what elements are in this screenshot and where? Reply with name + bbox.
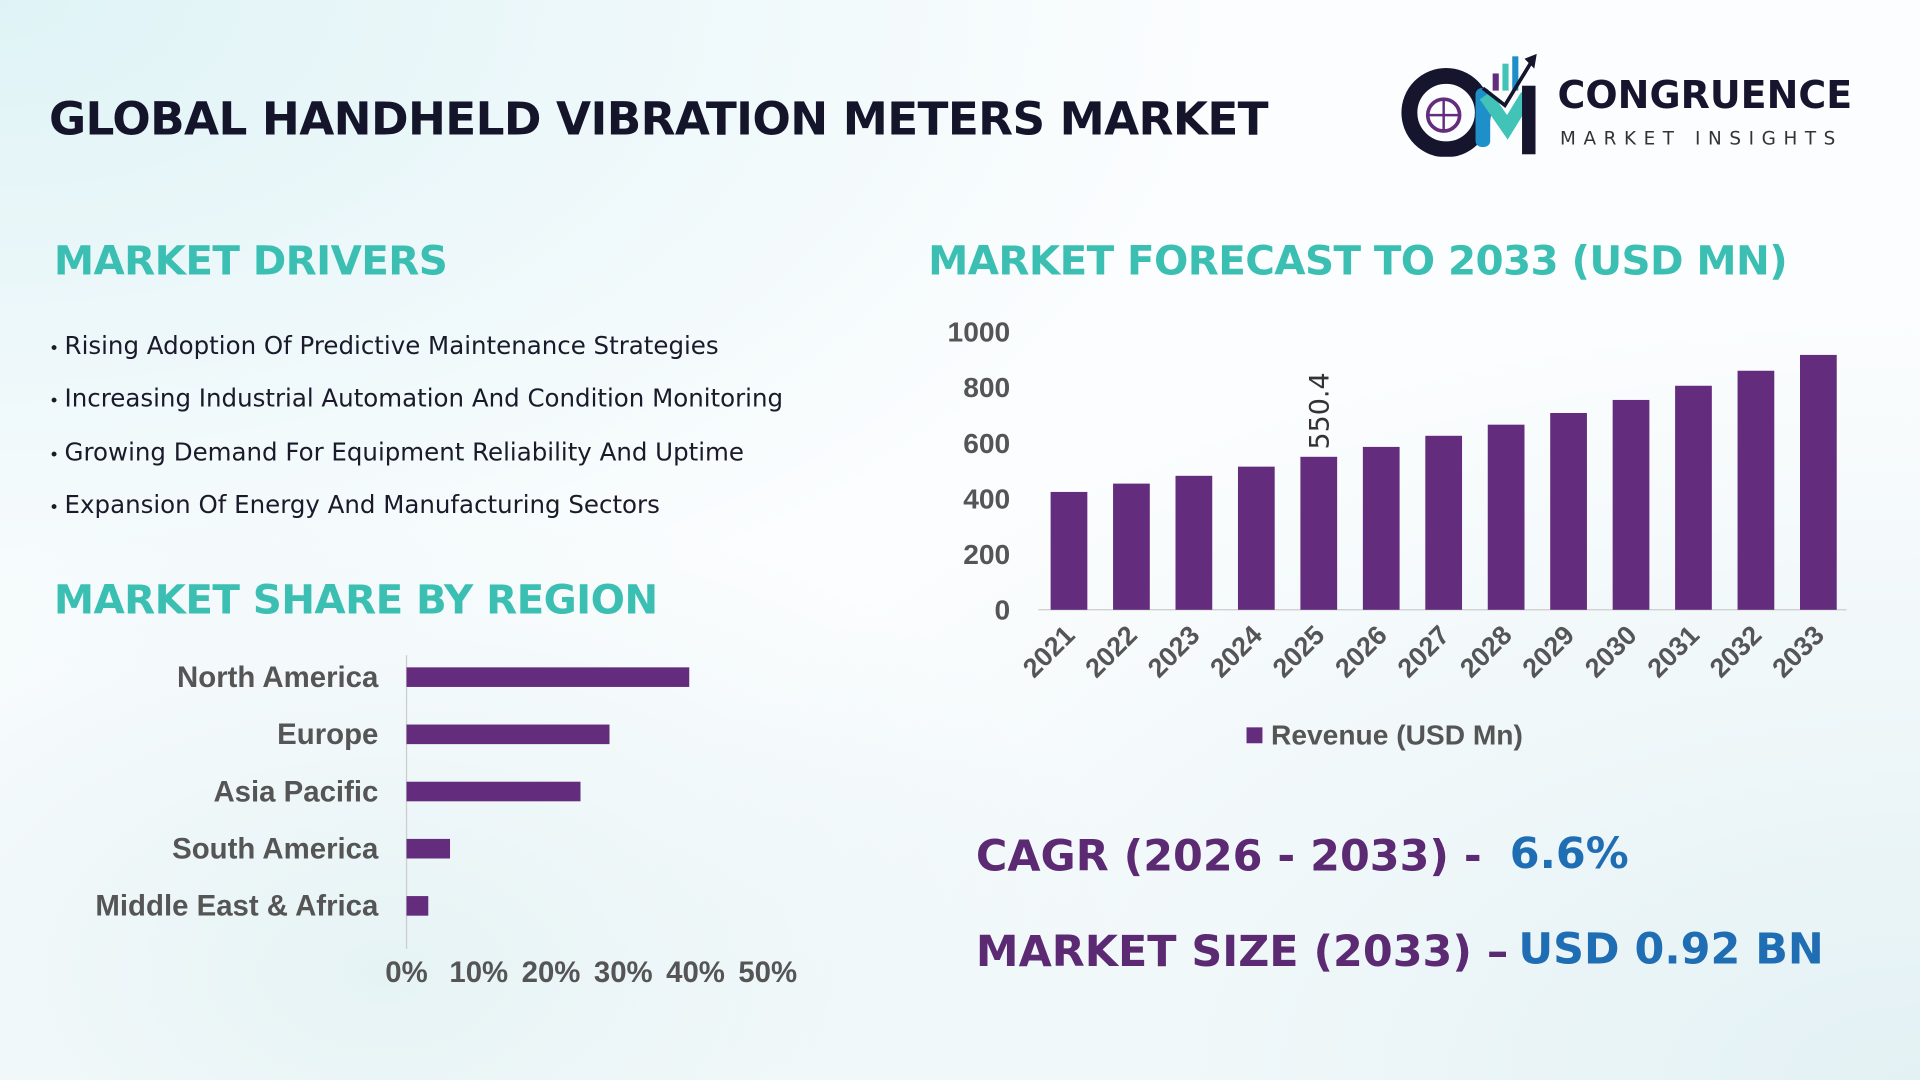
bar-north-america <box>406 667 690 687</box>
x-tick-label: 10% <box>449 956 508 989</box>
region-bar-chart: North America Europe Asia Pacific South Ame… <box>95 655 797 989</box>
bar-2032 <box>1737 370 1775 610</box>
page-title: GLOBAL HANDHELD VIBRATION METERS MARKET <box>48 93 1269 146</box>
driver-item: Rising Adoption Of Predictive Maintenanc… <box>49 331 719 360</box>
x-tick-label: 30% <box>594 956 653 989</box>
x-tick-label: 2022 <box>1079 620 1143 684</box>
x-tick-label: 2026 <box>1329 620 1393 684</box>
bar-middle-east-africa <box>406 896 429 916</box>
bar-2029 <box>1550 413 1587 610</box>
bar-2024 <box>1237 466 1275 610</box>
bar-2031 <box>1675 385 1712 610</box>
y-tick-label: Middle East & Africa <box>95 890 379 923</box>
market-size-label: MARKET SIZE (2033) – <box>975 928 1509 978</box>
x-tick-label: 2025 <box>1267 620 1331 684</box>
x-tick-label: 2029 <box>1517 620 1581 684</box>
logo-icon <box>1401 53 1537 157</box>
x-tick-label: 2032 <box>1704 620 1768 684</box>
y-tick-label: 800 <box>963 372 1010 403</box>
x-tick-label: 2024 <box>1204 620 1268 684</box>
y-tick-label: 200 <box>963 539 1010 570</box>
drivers-heading: MARKET DRIVERS <box>53 236 448 285</box>
bar-2023 <box>1175 475 1213 610</box>
bar-2021 <box>1050 491 1088 610</box>
bar-asia-pacific <box>406 781 581 802</box>
x-tick-label: 0% <box>385 956 427 989</box>
bar-2033 <box>1800 354 1837 610</box>
y-tick-label: Europe <box>277 718 378 751</box>
data-label: 550.4 <box>1305 372 1336 449</box>
bar-europe <box>406 724 610 745</box>
bar-2022 <box>1113 483 1150 610</box>
market-size-value: USD 0.92 BN <box>1518 925 1824 975</box>
x-tick-label: 2023 <box>1142 620 1206 684</box>
forecast-heading: MARKET FORECAST TO 2033 (USD MN) <box>928 236 1788 285</box>
cagr-label: CAGR (2026 - 2033) - <box>975 832 1482 882</box>
forecast-bar-chart: 0200400600800100020212022202320242025202… <box>948 317 1847 750</box>
legend-swatch <box>1246 727 1263 744</box>
bar-south-america <box>406 838 451 859</box>
bar-2027 <box>1425 435 1463 610</box>
x-tick-label: 2027 <box>1392 620 1456 684</box>
y-tick-label: 400 <box>963 483 1010 514</box>
x-tick-label: 50% <box>738 956 797 989</box>
logo-tagline: MARKET INSIGHTS <box>1560 127 1843 150</box>
x-tick-label: 2021 <box>1017 620 1081 684</box>
x-tick-label: 2028 <box>1454 620 1518 684</box>
x-tick-label: 2033 <box>1766 620 1830 684</box>
bar-2030 <box>1612 399 1650 610</box>
cagr-value: 6.6% <box>1509 830 1629 880</box>
driver-item: Expansion Of Energy And Manufacturing Se… <box>49 490 660 519</box>
y-tick-label: 600 <box>963 428 1010 459</box>
y-tick-label: South America <box>172 832 379 865</box>
bar-2026 <box>1362 446 1400 610</box>
x-tick-label: 40% <box>666 956 725 989</box>
bar-2028 <box>1487 424 1525 610</box>
y-tick-label: North America <box>177 661 379 694</box>
driver-item: Growing Demand For Equipment Reliability… <box>49 437 744 466</box>
x-tick-label: 2031 <box>1641 620 1705 684</box>
bar-2025 <box>1300 456 1338 610</box>
y-tick-label: 0 <box>995 595 1011 626</box>
legend-label: Revenue (USD Mn) <box>1271 719 1523 750</box>
region-heading: MARKET SHARE BY REGION <box>53 575 658 624</box>
driver-item: Increasing Industrial Automation And Con… <box>49 383 784 412</box>
logo-name: CONGRUENCE <box>1557 73 1853 118</box>
x-tick-label: 2030 <box>1579 620 1643 684</box>
x-tick-label: 20% <box>522 956 581 989</box>
y-tick-label: 1000 <box>948 317 1011 348</box>
y-tick-label: Asia Pacific <box>213 775 378 808</box>
